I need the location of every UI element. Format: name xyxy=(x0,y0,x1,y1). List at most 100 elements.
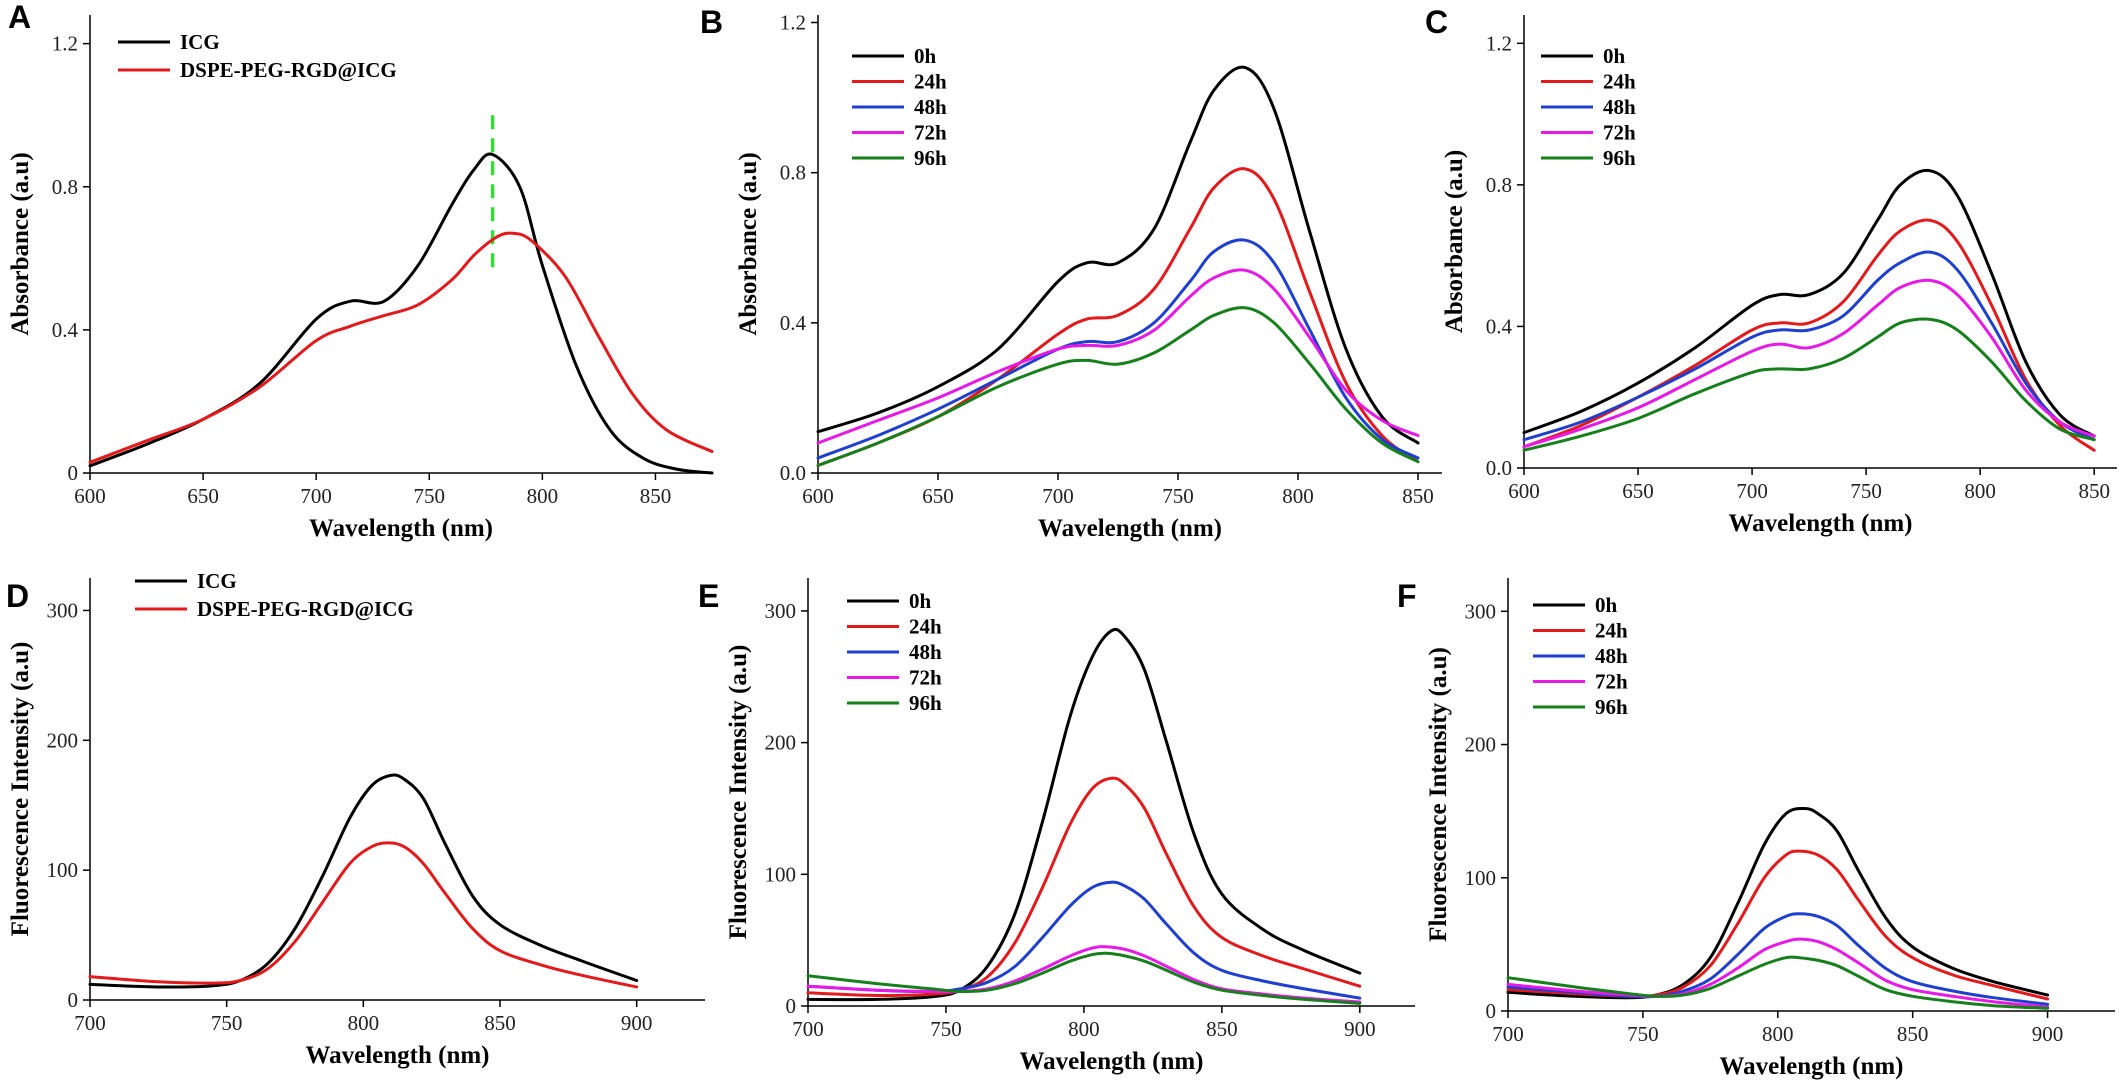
x-axis-title: Wavelength (nm) xyxy=(1719,1053,1903,1080)
y-tick-label: 200 xyxy=(47,728,79,752)
x-tick-label: 800 xyxy=(1068,1017,1100,1041)
legend-label: 24h xyxy=(914,70,947,94)
series-line-2 xyxy=(806,880,1362,1000)
x-tick-label: 750 xyxy=(414,484,446,508)
panel-letter: C xyxy=(1425,4,1448,40)
x-tick-label: 800 xyxy=(1762,1022,1794,1046)
x-tick-label: 850 xyxy=(640,484,672,508)
x-tick-label: 750 xyxy=(1850,479,1882,503)
legend-label: 0h xyxy=(914,44,937,68)
x-tick-label: 600 xyxy=(74,484,106,508)
x-tick-label: 850 xyxy=(2078,479,2110,503)
y-tick-label: 200 xyxy=(1465,733,1497,757)
series-line-4 xyxy=(1522,317,2096,452)
x-tick-label: 850 xyxy=(1206,1017,1238,1041)
legend-label: 72h xyxy=(914,121,947,145)
legend-label: 96h xyxy=(1603,146,1636,170)
series-line-2 xyxy=(816,238,1420,460)
y-tick-label: 0.0 xyxy=(1486,456,1512,480)
legend-label: DSPE-PEG-RGD@ICG xyxy=(197,597,414,621)
series-line-3 xyxy=(1522,278,2096,449)
y-tick-label: 0.8 xyxy=(52,175,78,199)
x-tick-label: 650 xyxy=(1622,479,1654,503)
legend-label: 0h xyxy=(909,589,932,613)
x-tick-label: 850 xyxy=(484,1011,516,1035)
y-tick-label: 100 xyxy=(47,858,79,882)
panel-a: A 600 650 700 750 800 850 0 0.4 0.8 1.2 Wavelength … xyxy=(7,0,714,542)
x-tick-label: 750 xyxy=(1627,1022,1659,1046)
y-axis-title: Fluorescence Intensity (a.u) xyxy=(7,642,34,937)
y-tick-label: 0.4 xyxy=(780,311,807,335)
legend-label: DSPE-PEG-RGD@ICG xyxy=(180,58,397,82)
legend-label: 96h xyxy=(1595,695,1628,719)
y-tick-label: 1.2 xyxy=(1486,31,1512,55)
legend-label: 72h xyxy=(909,666,942,690)
series-line-3 xyxy=(816,268,1420,445)
legend-label: 48h xyxy=(909,640,942,664)
series-line-0 xyxy=(1522,168,2096,438)
x-tick-label: 800 xyxy=(348,1011,380,1035)
x-tick-label: 700 xyxy=(1042,484,1074,508)
x-tick-label: 900 xyxy=(1344,1017,1376,1041)
x-tick-label: 900 xyxy=(621,1011,653,1035)
panel-d: D 700 750 800 850 900 0 100 200 300 Wavelength (nm… xyxy=(6,569,705,1069)
x-tick-label: 650 xyxy=(922,484,954,508)
legend-label: 48h xyxy=(1595,644,1628,668)
y-tick-label: 1.2 xyxy=(780,11,806,35)
panel-f: F 700 750 800 850 900 0 100 200 300 Wavelength (nm… xyxy=(1397,578,2115,1080)
series-line-1 xyxy=(88,231,714,464)
x-tick-label: 750 xyxy=(930,1017,962,1041)
x-axis-title: Wavelength (nm) xyxy=(1038,515,1222,542)
x-tick-label: 900 xyxy=(2032,1022,2064,1046)
series-line-1 xyxy=(1506,849,2050,1001)
legend-label: 72h xyxy=(1595,670,1628,694)
y-tick-label: 0.0 xyxy=(780,461,806,485)
x-tick-label: 700 xyxy=(74,1011,106,1035)
legend-label: 72h xyxy=(1603,121,1636,145)
legend-label: 24h xyxy=(1595,619,1628,643)
x-tick-label: 700 xyxy=(1736,479,1768,503)
series-line-2 xyxy=(1522,250,2096,442)
y-tick-label: 0 xyxy=(786,994,797,1018)
x-tick-label: 800 xyxy=(1282,484,1314,508)
y-tick-label: 0 xyxy=(68,988,79,1012)
legend-label: 0h xyxy=(1603,44,1626,68)
x-tick-label: 850 xyxy=(1402,484,1434,508)
series-line-0 xyxy=(806,627,1362,1002)
y-tick-label: 0.4 xyxy=(1486,314,1513,338)
panel-e: E 700 750 800 850 900 0 100 200 300 Wavelength (nm… xyxy=(698,578,1415,1075)
y-axis-title: Fluorescence Intensity (a.u) xyxy=(725,645,752,940)
y-tick-label: 0.8 xyxy=(780,161,806,185)
series-line-1 xyxy=(816,167,1420,467)
x-axis-title: Wavelength (nm) xyxy=(305,1042,489,1069)
legend-label: 24h xyxy=(1603,70,1636,94)
legend-label: 96h xyxy=(914,146,947,170)
y-axis-title: Fluorescence Intensity (a.u) xyxy=(1425,647,1452,942)
y-axis-title: Absorbance (a.u) xyxy=(7,152,34,335)
x-tick-label: 800 xyxy=(1964,479,1996,503)
x-tick-label: 700 xyxy=(792,1017,824,1041)
y-tick-label: 100 xyxy=(765,862,797,886)
series-line-0 xyxy=(88,152,714,475)
panel-letter: D xyxy=(6,578,29,614)
series-line-0 xyxy=(816,65,1420,445)
x-tick-label: 750 xyxy=(211,1011,243,1035)
panel-letter: F xyxy=(1397,578,1417,614)
series-line-1 xyxy=(806,776,1362,998)
y-tick-label: 0 xyxy=(1486,999,1497,1023)
y-tick-label: 300 xyxy=(47,598,79,622)
series-line-1 xyxy=(1522,218,2096,452)
panel-letter: E xyxy=(698,578,719,614)
series-line-0 xyxy=(1506,806,2050,1000)
legend-label: ICG xyxy=(197,569,237,593)
x-axis-title: Wavelength (nm) xyxy=(1728,510,1912,537)
x-tick-label: 750 xyxy=(1162,484,1194,508)
y-tick-label: 0.8 xyxy=(1486,173,1512,197)
series-line-1 xyxy=(88,841,639,989)
x-tick-label: 850 xyxy=(1897,1022,1929,1046)
y-tick-label: 0 xyxy=(68,461,79,485)
x-tick-label: 600 xyxy=(802,484,834,508)
y-tick-label: 300 xyxy=(765,599,797,623)
panel-letter: A xyxy=(8,0,31,35)
legend-label: 0h xyxy=(1595,593,1618,617)
